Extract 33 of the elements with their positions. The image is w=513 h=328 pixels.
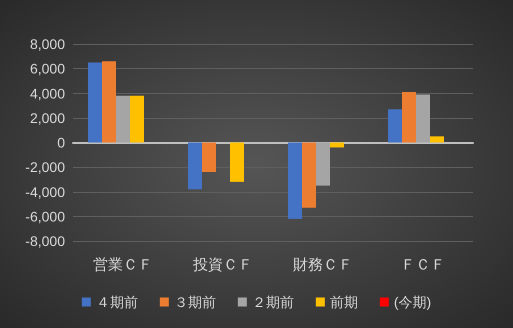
- legend-label: ４期前: [96, 294, 138, 310]
- bar: [130, 96, 144, 142]
- y-tick-label: 6,000: [30, 60, 66, 77]
- y-tick-label: -6,000: [25, 208, 66, 224]
- bar: [388, 109, 402, 142]
- bar: [430, 136, 444, 142]
- bar: [88, 62, 102, 142]
- legend-label: ３期前: [174, 294, 216, 310]
- legend-label: (今期): [394, 294, 432, 310]
- y-tick-label: 4,000: [30, 85, 66, 102]
- y-tick-label: -2,000: [25, 159, 66, 176]
- bar: [416, 94, 430, 142]
- bar: [116, 96, 130, 142]
- x-tick-label: 営業ＣＦ: [93, 256, 153, 274]
- legend-label: ２期前: [252, 294, 294, 310]
- y-tick-label: 0: [57, 134, 66, 150]
- x-tick-label: 投資ＣＦ: [192, 256, 253, 274]
- bar: [402, 92, 416, 142]
- x-tick-label: 財務ＣＦ: [293, 256, 353, 274]
- legend-label: 前期: [330, 294, 358, 310]
- bar: [330, 142, 344, 148]
- y-tick-label: -4,000: [25, 184, 66, 200]
- bar: [288, 142, 302, 219]
- y-tick-label: -8,000: [25, 233, 66, 249]
- y-tick-label: 2,000: [30, 110, 66, 126]
- bar: [188, 142, 202, 190]
- y-tick-label: 8,000: [30, 36, 66, 52]
- bar: [302, 142, 316, 208]
- bar: [202, 142, 216, 172]
- bar: [230, 142, 244, 182]
- bar: [102, 61, 116, 142]
- x-tick-label: ＦＣＦ: [400, 256, 446, 274]
- bar: [316, 142, 330, 186]
